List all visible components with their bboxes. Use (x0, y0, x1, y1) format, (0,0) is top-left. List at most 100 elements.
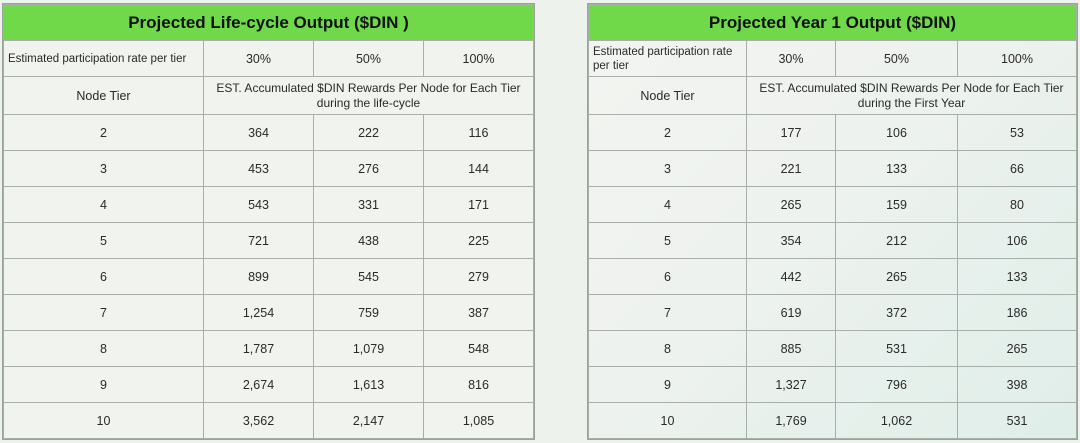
tier-cell: 3 (3, 150, 204, 187)
value-50-cell: 265 (835, 258, 958, 295)
value-100-cell: 279 (423, 258, 534, 295)
table-row: 4 265 159 80 (588, 186, 1077, 223)
tier-cell: 4 (3, 186, 204, 223)
rate-100: 100% (957, 40, 1077, 77)
value-100-cell: 265 (957, 330, 1077, 367)
table-row: 10 3,562 2,147 1,085 (3, 402, 534, 439)
value-30-cell: 721 (203, 222, 314, 259)
year1-output-table: Projected Year 1 Output ($DIN) Estimated… (587, 3, 1078, 440)
rate-100: 100% (423, 40, 534, 77)
value-30-cell: 177 (746, 114, 836, 151)
table-row: 9 1,327 796 398 (588, 366, 1077, 403)
value-50-cell: 759 (313, 294, 424, 331)
value-30-cell: 1,787 (203, 330, 314, 367)
tier-header: Node Tier (3, 76, 204, 115)
value-100-cell: 116 (423, 114, 534, 151)
value-30-cell: 3,562 (203, 402, 314, 439)
tier-cell: 7 (3, 294, 204, 331)
rate-30: 30% (746, 40, 836, 77)
tier-cell: 9 (588, 366, 747, 403)
table-row: 2 364 222 116 (3, 114, 534, 151)
value-30-cell: 1,769 (746, 402, 836, 439)
table-row: 3 453 276 144 (3, 150, 534, 187)
participation-label: Estimated participation rate per tier (3, 40, 204, 77)
tier-cell: 8 (3, 330, 204, 367)
value-100-cell: 548 (423, 330, 534, 367)
value-50-cell: 106 (835, 114, 958, 151)
tier-cell: 10 (3, 402, 204, 439)
value-100-cell: 53 (957, 114, 1077, 151)
value-50-cell: 1,613 (313, 366, 424, 403)
tier-cell: 2 (588, 114, 747, 151)
value-100-cell: 398 (957, 366, 1077, 403)
value-100-cell: 816 (423, 366, 534, 403)
tier-cell: 5 (588, 222, 747, 259)
tier-cell: 3 (588, 150, 747, 187)
table-row: 5 721 438 225 (3, 222, 534, 259)
value-100-cell: 1,085 (423, 402, 534, 439)
table-title: Projected Life-cycle Output ($DIN ) (3, 4, 534, 41)
value-50-cell: 222 (313, 114, 424, 151)
table-row: 6 442 265 133 (588, 258, 1077, 295)
tier-cell: 10 (588, 402, 747, 439)
tier-cell: 2 (3, 114, 204, 151)
value-50-cell: 133 (835, 150, 958, 187)
value-30-cell: 2,674 (203, 366, 314, 403)
value-50-cell: 1,079 (313, 330, 424, 367)
value-50-cell: 531 (835, 330, 958, 367)
value-30-cell: 221 (746, 150, 836, 187)
value-50-cell: 438 (313, 222, 424, 259)
lifecycle-output-table: Projected Life-cycle Output ($DIN ) Esti… (2, 3, 535, 440)
tier-cell: 5 (3, 222, 204, 259)
table-row: 5 354 212 106 (588, 222, 1077, 259)
value-100-cell: 66 (957, 150, 1077, 187)
value-100-cell: 387 (423, 294, 534, 331)
value-100-cell: 144 (423, 150, 534, 187)
value-30-cell: 1,254 (203, 294, 314, 331)
value-100-cell: 80 (957, 186, 1077, 223)
value-30-cell: 619 (746, 294, 836, 331)
value-50-cell: 276 (313, 150, 424, 187)
rewards-header: EST. Accumulated $DIN Rewards Per Node f… (203, 76, 534, 115)
tier-cell: 6 (3, 258, 204, 295)
tier-cell: 8 (588, 330, 747, 367)
value-50-cell: 796 (835, 366, 958, 403)
tier-header: Node Tier (588, 76, 747, 115)
value-30-cell: 354 (746, 222, 836, 259)
value-50-cell: 372 (835, 294, 958, 331)
value-50-cell: 1,062 (835, 402, 958, 439)
table-row: 10 1,769 1,062 531 (588, 402, 1077, 439)
value-100-cell: 225 (423, 222, 534, 259)
rate-50: 50% (313, 40, 424, 77)
value-50-cell: 331 (313, 186, 424, 223)
value-30-cell: 543 (203, 186, 314, 223)
value-50-cell: 159 (835, 186, 958, 223)
value-100-cell: 133 (957, 258, 1077, 295)
value-30-cell: 899 (203, 258, 314, 295)
rate-50: 50% (835, 40, 958, 77)
table-row: 8 885 531 265 (588, 330, 1077, 367)
tier-cell: 9 (3, 366, 204, 403)
table-row: 9 2,674 1,613 816 (3, 366, 534, 403)
table-row: 8 1,787 1,079 548 (3, 330, 534, 367)
table-row: 3 221 133 66 (588, 150, 1077, 187)
value-50-cell: 212 (835, 222, 958, 259)
value-100-cell: 171 (423, 186, 534, 223)
value-50-cell: 545 (313, 258, 424, 295)
value-100-cell: 106 (957, 222, 1077, 259)
rate-30: 30% (203, 40, 314, 77)
value-30-cell: 453 (203, 150, 314, 187)
rewards-header: EST. Accumulated $DIN Rewards Per Node f… (746, 76, 1077, 115)
table-row: 2 177 106 53 (588, 114, 1077, 151)
tier-cell: 4 (588, 186, 747, 223)
value-50-cell: 2,147 (313, 402, 424, 439)
tier-cell: 6 (588, 258, 747, 295)
value-30-cell: 885 (746, 330, 836, 367)
value-100-cell: 531 (957, 402, 1077, 439)
table-row: 7 1,254 759 387 (3, 294, 534, 331)
value-30-cell: 442 (746, 258, 836, 295)
participation-label: Estimated participation rate per tier (588, 40, 747, 77)
value-30-cell: 364 (203, 114, 314, 151)
value-30-cell: 265 (746, 186, 836, 223)
value-100-cell: 186 (957, 294, 1077, 331)
